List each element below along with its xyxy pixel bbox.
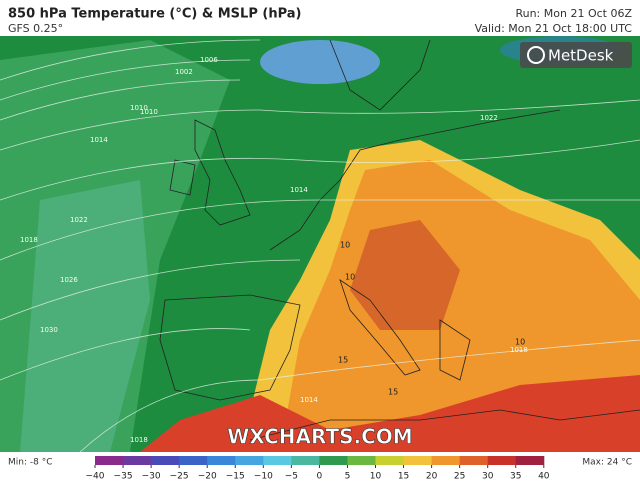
colorbar-segment bbox=[235, 456, 264, 465]
colorbar-segment bbox=[123, 456, 152, 465]
isobar-labels: 1002100610101014101810221026103010101014… bbox=[20, 56, 528, 444]
isobar-label: 1018 bbox=[20, 236, 38, 244]
colorbar-label: 35 bbox=[510, 472, 521, 482]
isobar-label: 1006 bbox=[200, 56, 218, 64]
colorbar-label: 25 bbox=[454, 472, 465, 482]
cold-area bbox=[260, 40, 380, 84]
colorbar-label: 40 bbox=[538, 472, 550, 482]
brand-badge bbox=[520, 42, 632, 68]
colorbar-label: −20 bbox=[198, 472, 217, 482]
temp-label: 10 bbox=[515, 338, 525, 347]
colorbar-label: 0 bbox=[317, 472, 323, 482]
colorbar-label: −30 bbox=[142, 472, 161, 482]
legend-min: Min: -8 °C bbox=[8, 458, 52, 468]
hot-area bbox=[350, 220, 460, 330]
title: 850 hPa Temperature (°C) & MSLP (hPa) bbox=[8, 7, 301, 22]
temp-label: 10 bbox=[345, 273, 355, 282]
colorbar-segment bbox=[319, 456, 348, 465]
colorbar-label: −25 bbox=[170, 472, 189, 482]
coastlines bbox=[159, 39, 640, 441]
isobar-label: 1030 bbox=[40, 326, 58, 334]
ocean-field bbox=[20, 180, 150, 452]
isobar-label: 1014 bbox=[90, 136, 108, 144]
isobar-label: 1022 bbox=[70, 216, 88, 224]
isobar-label: 1014 bbox=[290, 186, 308, 194]
colorbar-segment bbox=[403, 456, 433, 465]
model: GFS 0.25° bbox=[8, 22, 63, 35]
colorbar-label: 15 bbox=[398, 472, 409, 482]
temp-labels: 10 10 15 10 15 bbox=[338, 241, 525, 397]
colorbar-label: −15 bbox=[226, 472, 245, 482]
colorbar-segment bbox=[179, 456, 208, 465]
colorbar-segment bbox=[207, 456, 236, 465]
isobars bbox=[0, 39, 640, 453]
temp-label: 15 bbox=[388, 388, 398, 397]
isobar-label: 1018 bbox=[130, 436, 148, 444]
run: Run: Mon 21 Oct 06Z bbox=[515, 7, 632, 20]
brand-icon bbox=[527, 46, 545, 64]
temp-label: 15 bbox=[338, 356, 348, 365]
isobar-label: 1018 bbox=[510, 346, 528, 354]
colorbar-label: 20 bbox=[426, 472, 438, 482]
isobar-label: 1010 bbox=[140, 108, 158, 116]
watermark: WXCHARTS.COM bbox=[227, 425, 412, 449]
colorbar-label: −5 bbox=[285, 472, 298, 482]
colorbar-label: −10 bbox=[254, 472, 273, 482]
isobar-label: 1022 bbox=[480, 114, 498, 122]
map: 1002100610101014101810221026103010101014… bbox=[0, 36, 640, 453]
colorbar-segment bbox=[347, 456, 376, 465]
isobar-label: 1026 bbox=[60, 276, 78, 284]
hot-area bbox=[140, 375, 640, 452]
colorbar-label: 10 bbox=[370, 472, 382, 482]
brand: MetDesk bbox=[548, 47, 614, 65]
colorbar-segment bbox=[431, 456, 461, 465]
valid: Valid: Mon 21 Oct 18:00 UTC bbox=[475, 22, 633, 35]
legend-max: Max: 24 °C bbox=[582, 458, 632, 468]
colorbar-segment bbox=[459, 456, 489, 465]
colorbar-segment bbox=[515, 456, 545, 465]
isobar-label: 1014 bbox=[300, 396, 318, 404]
colorbar-label: −35 bbox=[114, 472, 133, 482]
colorbar-segment bbox=[263, 456, 292, 465]
isobar-label: 1002 bbox=[175, 68, 193, 76]
isobar-label: 1010 bbox=[130, 104, 148, 112]
temp-label: 10 bbox=[340, 241, 350, 250]
colorbar: −40 −35 −30 −25 −20 −15 −10 −5 0 5 10 15 20 25 30 35 40 bbox=[86, 456, 550, 482]
colorbar-label: 30 bbox=[482, 472, 494, 482]
colorbar-segment bbox=[487, 456, 517, 465]
colorbar-label: −40 bbox=[86, 472, 105, 482]
colorbar-segment bbox=[151, 456, 180, 465]
colorbar-segment bbox=[375, 456, 405, 465]
colorbar-segment bbox=[95, 456, 124, 465]
colorbar-segment bbox=[291, 456, 320, 465]
colorbar-label: 5 bbox=[345, 472, 351, 482]
